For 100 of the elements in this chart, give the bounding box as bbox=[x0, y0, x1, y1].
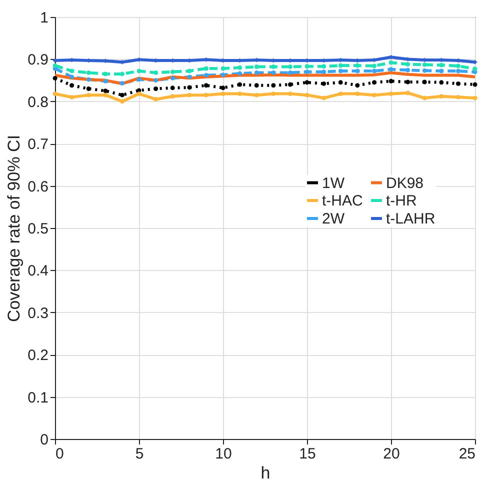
point bbox=[322, 70, 326, 74]
x-tick-label: 10 bbox=[215, 446, 232, 462]
point bbox=[220, 92, 226, 96]
point bbox=[86, 86, 91, 91]
point bbox=[86, 92, 91, 98]
legend-label: DK98 bbox=[386, 174, 424, 192]
point bbox=[355, 63, 360, 68]
y-tick-label: 0.1 bbox=[28, 389, 48, 406]
point bbox=[472, 66, 478, 72]
point bbox=[388, 78, 394, 84]
point bbox=[238, 82, 242, 87]
point bbox=[456, 64, 460, 68]
point bbox=[271, 83, 276, 88]
legend-label: t-HR bbox=[386, 192, 417, 210]
y-tick-label: 0.8 bbox=[28, 94, 48, 111]
point bbox=[120, 81, 124, 86]
point bbox=[338, 92, 343, 96]
point bbox=[322, 81, 326, 86]
point bbox=[439, 80, 444, 85]
x-axis-title: h bbox=[260, 464, 270, 482]
point bbox=[254, 64, 259, 70]
point bbox=[456, 68, 460, 74]
point bbox=[355, 68, 360, 74]
point bbox=[204, 73, 208, 78]
y-tick-label: 0.3 bbox=[28, 304, 48, 322]
point bbox=[70, 68, 74, 74]
y-tick-label: 0.5 bbox=[28, 220, 48, 238]
point bbox=[355, 92, 360, 96]
legend-label: t-LAHR bbox=[386, 210, 436, 228]
point bbox=[422, 68, 427, 73]
point bbox=[103, 92, 108, 98]
y-axis-title: Coverage rate of 90% CI bbox=[4, 134, 24, 322]
point bbox=[338, 68, 343, 74]
point bbox=[70, 94, 74, 100]
point bbox=[52, 63, 58, 68]
point bbox=[439, 62, 444, 68]
point bbox=[372, 80, 376, 85]
point bbox=[406, 68, 410, 72]
point bbox=[204, 66, 208, 71]
point bbox=[288, 64, 292, 70]
point bbox=[422, 80, 427, 84]
point bbox=[439, 68, 444, 74]
point bbox=[304, 80, 310, 85]
x-tick-label: 20 bbox=[383, 446, 400, 462]
point bbox=[220, 86, 226, 90]
point bbox=[187, 68, 192, 74]
point bbox=[154, 78, 158, 83]
point bbox=[154, 86, 158, 91]
point bbox=[120, 99, 124, 104]
point bbox=[304, 92, 310, 98]
point bbox=[238, 71, 242, 76]
point bbox=[170, 76, 175, 80]
y-tick-label: 0.4 bbox=[28, 262, 48, 280]
point bbox=[372, 64, 376, 68]
point bbox=[254, 92, 259, 98]
y-tick-label: 0.2 bbox=[28, 347, 48, 364]
point bbox=[204, 83, 208, 88]
point bbox=[220, 72, 226, 78]
legend-label: 1W bbox=[322, 174, 346, 192]
y-tick-label: 1 bbox=[40, 10, 48, 26]
point bbox=[372, 68, 376, 74]
point bbox=[422, 96, 427, 100]
point bbox=[170, 70, 175, 74]
point bbox=[103, 88, 108, 94]
point bbox=[187, 85, 192, 90]
point bbox=[52, 92, 58, 96]
point bbox=[136, 92, 142, 96]
point bbox=[136, 77, 142, 82]
point bbox=[154, 70, 158, 75]
point bbox=[271, 70, 276, 75]
point bbox=[322, 64, 326, 69]
point bbox=[456, 81, 460, 86]
x-tick-label: 15 bbox=[299, 446, 316, 462]
point bbox=[406, 62, 410, 66]
point bbox=[406, 80, 410, 84]
point bbox=[120, 92, 124, 98]
point bbox=[288, 70, 292, 75]
point bbox=[187, 92, 192, 98]
point bbox=[70, 83, 74, 88]
point bbox=[288, 82, 292, 87]
point bbox=[254, 70, 259, 75]
y-tick-label: 0.6 bbox=[28, 178, 48, 196]
point bbox=[439, 94, 444, 99]
point bbox=[103, 78, 108, 84]
legend-label: t-HAC bbox=[322, 192, 363, 210]
point bbox=[338, 80, 343, 85]
point bbox=[322, 96, 326, 100]
point bbox=[70, 74, 74, 80]
x-tick-label: 25 bbox=[458, 446, 476, 462]
point bbox=[187, 74, 192, 80]
point bbox=[406, 90, 410, 96]
point bbox=[86, 70, 91, 75]
point bbox=[472, 96, 478, 100]
point bbox=[355, 83, 360, 88]
point bbox=[170, 94, 175, 99]
point bbox=[422, 62, 427, 67]
x-tick-label: 0 bbox=[56, 446, 64, 462]
point bbox=[288, 92, 292, 96]
y-tick-label: 0.7 bbox=[28, 136, 48, 154]
point bbox=[220, 66, 226, 71]
